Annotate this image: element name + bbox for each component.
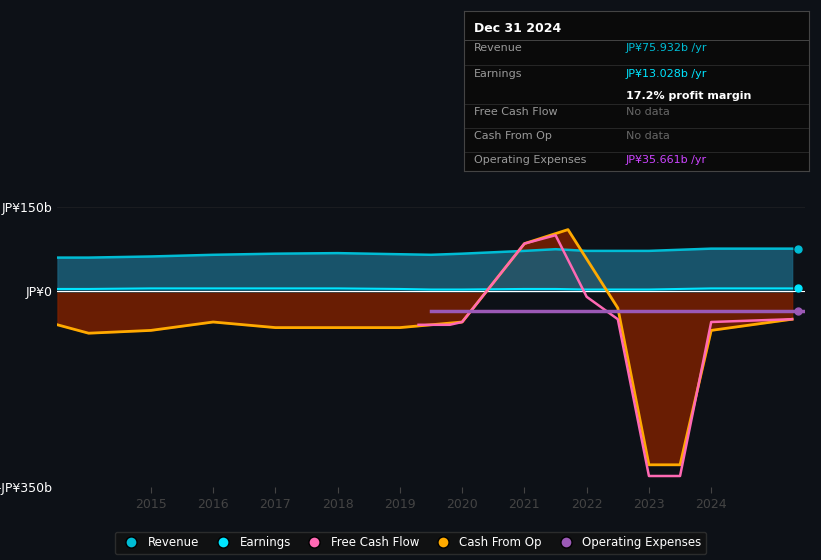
Text: Dec 31 2024: Dec 31 2024 xyxy=(475,22,562,35)
Text: JP¥35.661b /yr: JP¥35.661b /yr xyxy=(626,155,707,165)
Text: JP¥13.028b /yr: JP¥13.028b /yr xyxy=(626,69,708,78)
Text: 17.2% profit margin: 17.2% profit margin xyxy=(626,91,751,101)
Text: Earnings: Earnings xyxy=(475,69,523,78)
Text: Cash From Op: Cash From Op xyxy=(475,131,552,141)
Legend: Revenue, Earnings, Free Cash Flow, Cash From Op, Operating Expenses: Revenue, Earnings, Free Cash Flow, Cash … xyxy=(115,531,706,554)
Text: No data: No data xyxy=(626,107,670,117)
Text: JP¥75.932b /yr: JP¥75.932b /yr xyxy=(626,43,708,53)
Text: Operating Expenses: Operating Expenses xyxy=(475,155,586,165)
Text: No data: No data xyxy=(626,131,670,141)
Text: Free Cash Flow: Free Cash Flow xyxy=(475,107,557,117)
Text: Revenue: Revenue xyxy=(475,43,523,53)
